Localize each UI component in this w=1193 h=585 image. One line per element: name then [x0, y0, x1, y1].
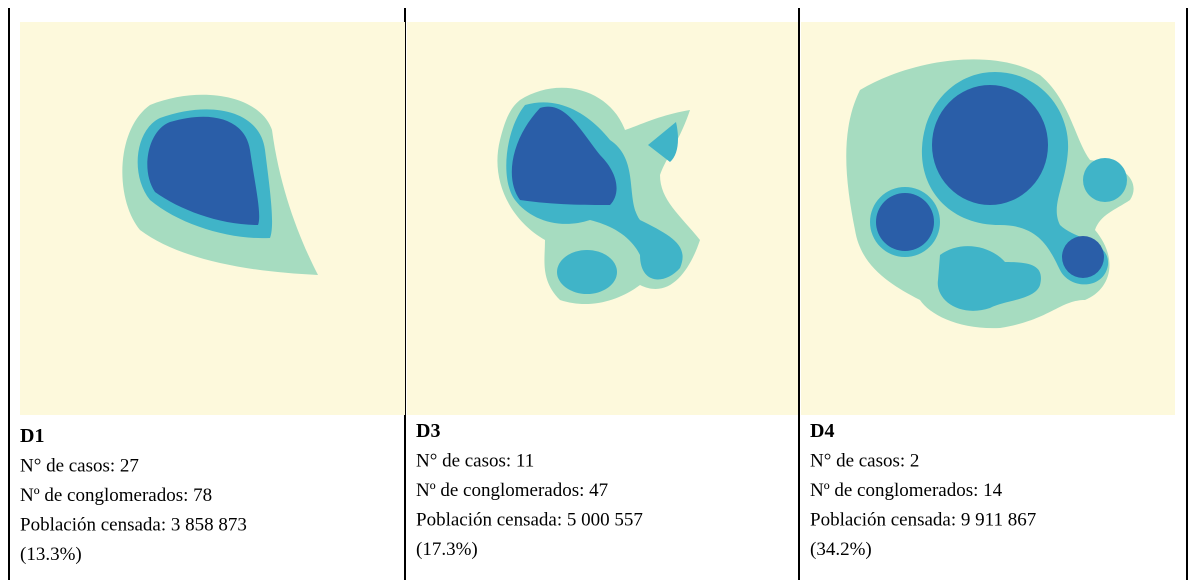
clusters-text: Nº de conglomerados: 47 [416, 480, 608, 501]
map-d4 [801, 22, 1175, 415]
panel-label: D1 [20, 425, 44, 447]
cases-text: N° de casos: 27 [20, 456, 139, 477]
percent-text: (17.3%) [416, 539, 478, 560]
captions: D1 N° de casos: 27 Nº de conglomerados: 78… [20, 420, 1036, 565]
percent-text: (34.2%) [810, 539, 872, 560]
population-text: Población censada: 5 000 557 [416, 510, 643, 531]
cases-text: N° de casos: 2 [810, 451, 919, 472]
cases-text: N° de casos: 11 [416, 451, 534, 472]
population-text: Población censada: 3 858 873 [20, 515, 247, 536]
clusters-text: Nº de conglomerados: 78 [20, 485, 212, 506]
population-text: Población censada: 9 911 867 [810, 510, 1036, 531]
panel-label: D4 [810, 420, 834, 442]
panel-label: D3 [416, 420, 440, 442]
map-d1 [20, 22, 405, 415]
percent-text: (13.3%) [20, 544, 82, 565]
clusters-text: Nº de conglomerados: 14 [810, 480, 1003, 501]
map-d3 [407, 22, 798, 415]
